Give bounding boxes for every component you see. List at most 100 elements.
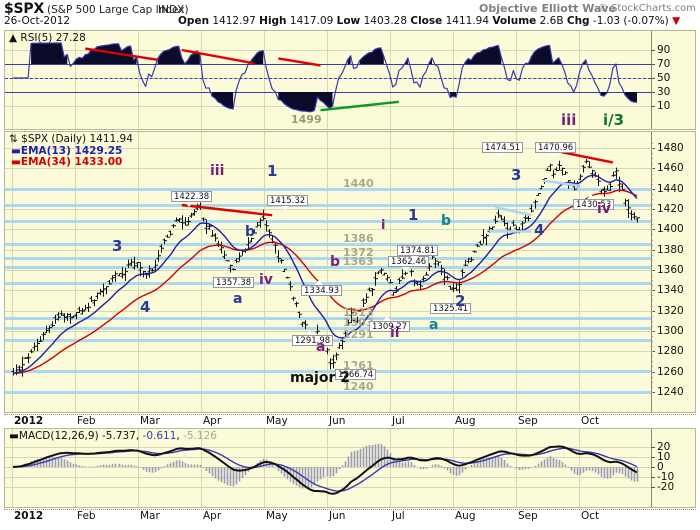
tag-1470-96: 1470.96 [535,142,577,154]
price-minor-tick [651,290,653,291]
wave-b-teal: b [441,213,452,230]
price-tick-mark [651,270,655,271]
rsi-plot-area: 1499 iii i/3 [5,31,695,129]
open-label: Open [178,15,210,27]
price-minor-tick [651,326,653,327]
chg-value: -1.03 (-0.07%) [592,15,669,27]
macd-hist-value: -5.126 [183,430,217,442]
macd-panel: ▬MACD(12,26,9) -5.737, -0.611, -5.126 20… [4,428,696,508]
price-minor-tick [651,387,653,388]
price-tick-1340: 1340 [657,284,684,297]
price-tick-1480: 1480 [657,142,684,155]
price-x-tick-Mar: Mar [140,415,160,427]
support-level-label-1363: 1363 [343,254,374,268]
price-tick-1240: 1240 [657,385,684,398]
price-tick-mark [651,209,655,210]
tag-1422-38-pointer-icon [185,201,193,207]
ema34-swatch-icon: ▬ [11,156,21,168]
quote-date: 26-Oct-2012 [4,15,71,27]
price-minor-tick [651,361,653,362]
price-tick-1420: 1420 [657,203,684,216]
tag-1357-38-pointer-icon [227,272,235,278]
price-tick-1360: 1360 [657,264,684,277]
price-minor-tick [651,366,653,367]
price-minor-tick [651,356,653,357]
price-minor-tick [651,184,653,185]
chart-vector-layer [11,151,640,377]
price-minor-tick [651,143,653,144]
chart-header: $SPX (S&P 500 Large Cap Index) INDX Obje… [0,0,700,27]
price-minor-tick [651,265,653,266]
high-value: 1417.09 [289,15,334,27]
price-minor-tick [651,174,653,175]
wave-label-i3: i/3 [603,111,625,129]
price-minor-tick [651,148,653,149]
support-level-label-1386: 1386 [343,231,374,245]
price-minor-tick [651,295,653,296]
tag-1362-46-pointer-icon [402,266,410,272]
price-minor-tick [651,346,653,347]
tag-1415-32: 1415.32 [267,194,309,206]
price-y-axis: 1480 1460 1440 1420 1400 1380 1360 1340 1320 1300… [651,132,695,412]
ema13-text: EMA(13) 1429.25 [20,145,123,157]
tag-1266-74: 1266.74 [335,368,377,380]
price-minor-tick [651,372,653,373]
macd-x-tick-Sep: Sep [518,510,538,522]
macd-swatch-icon: ▬ [9,430,19,442]
price-minor-tick [651,158,653,159]
price-tick-1320: 1320 [657,304,684,317]
price-tick-1380: 1380 [657,243,684,256]
rsi-tick-90: 90 [657,44,671,56]
price-x-tick-Sep: Sep [518,415,538,427]
price-minor-tick [651,341,653,342]
price-minor-tick [651,214,653,215]
macd-x-tick-Oct: Oct [581,510,600,522]
price-tick-mark [651,189,655,190]
divergence-label-1499: 1499 [291,113,322,126]
price-minor-tick [651,245,653,246]
wave-3-left: 3 [112,236,123,255]
macd-x-tick-Feb: Feb [77,510,96,522]
close-value: 1411.94 [445,15,490,27]
price-tick-mark [651,372,655,373]
price-minor-tick [651,168,653,169]
tag-1474-51: 1474.51 [482,142,524,154]
price-minor-tick [651,250,653,251]
macd-x-axis: 2012 Feb Mar Apr May Jun Jul Aug Sep Oct [4,509,696,522]
rsi-tick-mark [651,64,655,65]
price-minor-tick [651,194,653,195]
brand-title: Objective Elliott Wave [479,2,616,15]
macd-tick-mark [651,487,655,488]
stockcharts-source: ® StockCharts.com [597,3,696,14]
price-x-tick-Jul: Jul [392,415,405,427]
wave-ii: ii [390,325,400,342]
price-tick-1460: 1460 [657,162,684,175]
tag-1430-53-pointer-icon [587,194,595,200]
rsi-panel: 1499 iii i/3 ▲ RSI(5) 27.28 90 70 50 30 10 [4,30,696,130]
wave-3-right: 3 [511,165,522,184]
wave-label-iii: iii [561,111,577,129]
wave-4-left: 4 [140,297,151,316]
price-minor-tick [651,163,653,164]
tag-1357-38: 1357.38 [213,277,255,289]
price-tick-mark [651,311,655,312]
rsi-tick-mark [651,50,655,51]
price-x-tick-Oct: Oct [581,415,600,427]
tag-1362-46: 1362.46 [388,255,430,267]
macd-plot-area [5,429,695,507]
tag-1266-74-pointer-icon [349,363,357,369]
price-minor-tick [651,280,653,281]
price-minor-tick [651,321,653,322]
price-minor-tick [651,153,653,154]
price-tick-mark [651,250,655,251]
price-minor-tick [651,316,653,317]
price-tick-mark [651,148,655,149]
macd-tick-0: 0 [657,461,664,473]
tag-1325-41: 1325.41 [430,302,472,314]
tag-1334-93-pointer-icon [315,280,323,286]
support-level-label-1240: 1240 [343,379,374,393]
macd-tick-neg20: -20 [657,481,675,493]
price-plot-area: 1440 1386 1372 1363 1313 1303 1291 1261 1240 1422… [5,132,695,412]
price-minor-tick [651,300,653,301]
price-tick-mark [651,290,655,291]
